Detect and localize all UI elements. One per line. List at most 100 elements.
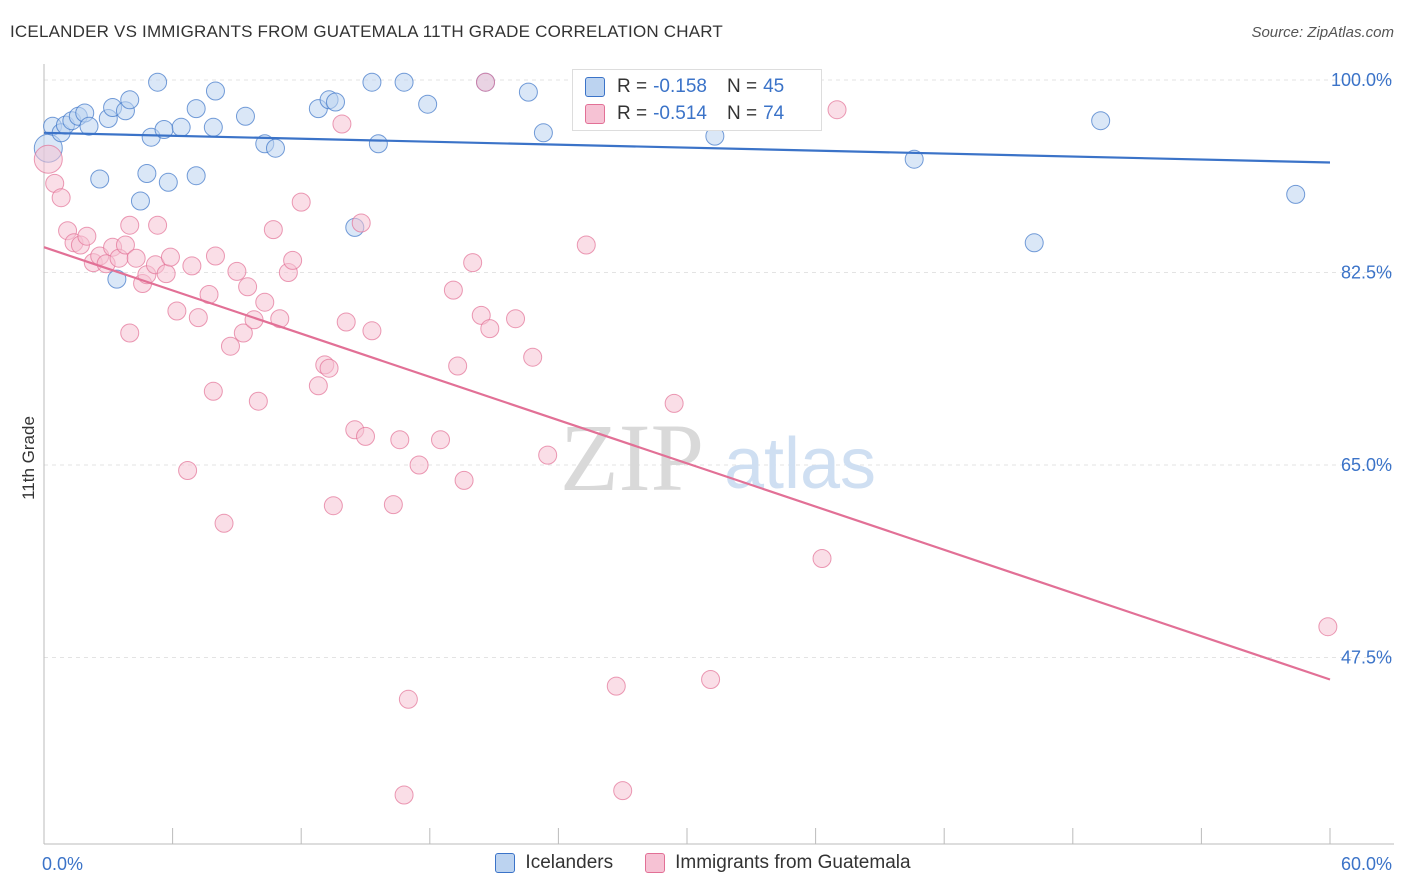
icelander-point xyxy=(90,169,110,189)
guatemala-point xyxy=(77,226,97,246)
watermark: ZIP atlas xyxy=(560,404,876,511)
icelander-point xyxy=(904,149,924,169)
legend-n-label: N = xyxy=(726,103,758,124)
legend-swatch-icelanders xyxy=(585,77,605,97)
icelander-point xyxy=(130,191,150,211)
series-legend: Icelanders Immigrants from Guatemala xyxy=(0,852,1406,874)
guatemala-point xyxy=(443,280,463,300)
icelander-trend-line xyxy=(43,131,1331,164)
guatemala-point xyxy=(463,253,483,273)
guatemala-point xyxy=(336,312,356,332)
guatemala-point xyxy=(523,347,543,367)
guatemala-point xyxy=(120,215,140,235)
icelander-point xyxy=(205,81,225,101)
data-points xyxy=(33,72,1338,805)
icelander-point xyxy=(368,134,388,154)
icelander-point xyxy=(1091,111,1111,131)
guatemala-point xyxy=(220,336,240,356)
icelander-point xyxy=(137,164,157,183)
guatemala-point xyxy=(291,192,311,212)
y-tick-label: 47.5% xyxy=(1341,648,1392,668)
tick-labels: 47.5% 65.0% 82.5% 100.0% 0.0% 60.0% xyxy=(42,70,1392,874)
icelander-point xyxy=(362,72,382,92)
icelander-point xyxy=(533,123,553,143)
icelander-point xyxy=(1024,233,1044,253)
legend-n-value-guatemala: 74 xyxy=(763,103,785,124)
watermark-zip: ZIP xyxy=(560,404,704,511)
y-tick-label: 65.0% xyxy=(1341,455,1392,475)
guatemala-point xyxy=(248,391,268,411)
chart-title: ICELANDER VS IMMIGRANTS FROM GUATEMALA 1… xyxy=(10,22,724,41)
icelander-point xyxy=(1286,184,1306,204)
guatemala-point xyxy=(351,213,371,233)
guatemala-point xyxy=(409,455,429,475)
guatemala-point xyxy=(233,323,253,343)
guatemala-point xyxy=(398,689,418,709)
y-tick-label: 82.5% xyxy=(1341,263,1392,283)
guatemala-point xyxy=(120,323,140,343)
guatemala-point xyxy=(383,495,403,515)
guatemala-point xyxy=(701,670,721,689)
icelander-point xyxy=(107,269,127,289)
icelander-point xyxy=(186,166,206,186)
icelander-point xyxy=(158,172,178,192)
icelander-point xyxy=(235,106,255,126)
icelander-point xyxy=(394,72,414,92)
guatemala-point xyxy=(613,781,633,801)
guatemala-point xyxy=(178,461,198,480)
guatemala-point xyxy=(203,381,223,401)
watermark-atlas: atlas xyxy=(724,424,876,504)
legend-r-label: R = xyxy=(617,76,648,97)
axes xyxy=(43,64,1394,845)
guatemala-point xyxy=(156,264,176,284)
guatemala-point xyxy=(827,100,847,120)
icelander-point xyxy=(79,116,99,136)
guatemala-point xyxy=(283,250,303,270)
icelander-point xyxy=(418,94,438,114)
guatemala-point xyxy=(394,785,414,805)
icelander-point xyxy=(148,72,168,92)
guatemala-point xyxy=(182,256,202,276)
legend-row-icelanders: R = -0.158 N = 45 xyxy=(585,75,784,99)
icelander-point xyxy=(203,117,223,137)
guatemala-point xyxy=(148,215,168,235)
guatemala-point xyxy=(270,309,290,329)
guatemala-point xyxy=(390,430,410,450)
legend-item-icelanders: Icelanders xyxy=(495,852,613,874)
legend-label-icelanders: Icelanders xyxy=(525,852,614,873)
guatemala-point xyxy=(319,358,339,378)
guatemala-point xyxy=(576,235,596,255)
guatemala-point xyxy=(480,319,500,339)
guatemala-point xyxy=(471,305,491,325)
legend-r-value-icelanders: -0.158 xyxy=(653,76,707,97)
guatemala-point xyxy=(812,549,832,568)
guatemala-point xyxy=(356,426,375,446)
guatemala-point xyxy=(227,261,247,281)
icelander-point xyxy=(265,138,285,158)
guatemala-point xyxy=(188,308,208,328)
y-axis-label: 11th Grade xyxy=(19,416,38,500)
guatemala-point xyxy=(506,309,526,329)
guatemala-point xyxy=(476,72,496,92)
guatemala-point xyxy=(263,220,283,240)
guatemala-point xyxy=(323,496,343,516)
guatemala-point xyxy=(167,301,187,321)
icelander-point xyxy=(518,82,538,102)
guatemala-point xyxy=(454,470,474,490)
icelander-point xyxy=(120,90,140,110)
x-tick-label-min: 0.0% xyxy=(42,854,83,874)
guatemala-point xyxy=(255,292,275,312)
legend-item-guatemala: Immigrants from Guatemala xyxy=(645,852,911,874)
stats-legend: R = -0.158 N = 45 R = -0.514 N = 74 xyxy=(572,69,822,131)
grid xyxy=(44,79,1394,658)
trend-lines xyxy=(43,131,1331,681)
guatemala-point xyxy=(448,356,468,376)
legend-swatch-icelanders xyxy=(495,853,516,873)
guatemala-point xyxy=(115,235,135,255)
y-tick-label: 100.0% xyxy=(1331,70,1392,90)
legend-swatch-guatemala xyxy=(645,853,666,873)
guatemala-point xyxy=(362,321,382,341)
guatemala-point xyxy=(664,393,684,413)
guatemala-point xyxy=(51,188,71,208)
